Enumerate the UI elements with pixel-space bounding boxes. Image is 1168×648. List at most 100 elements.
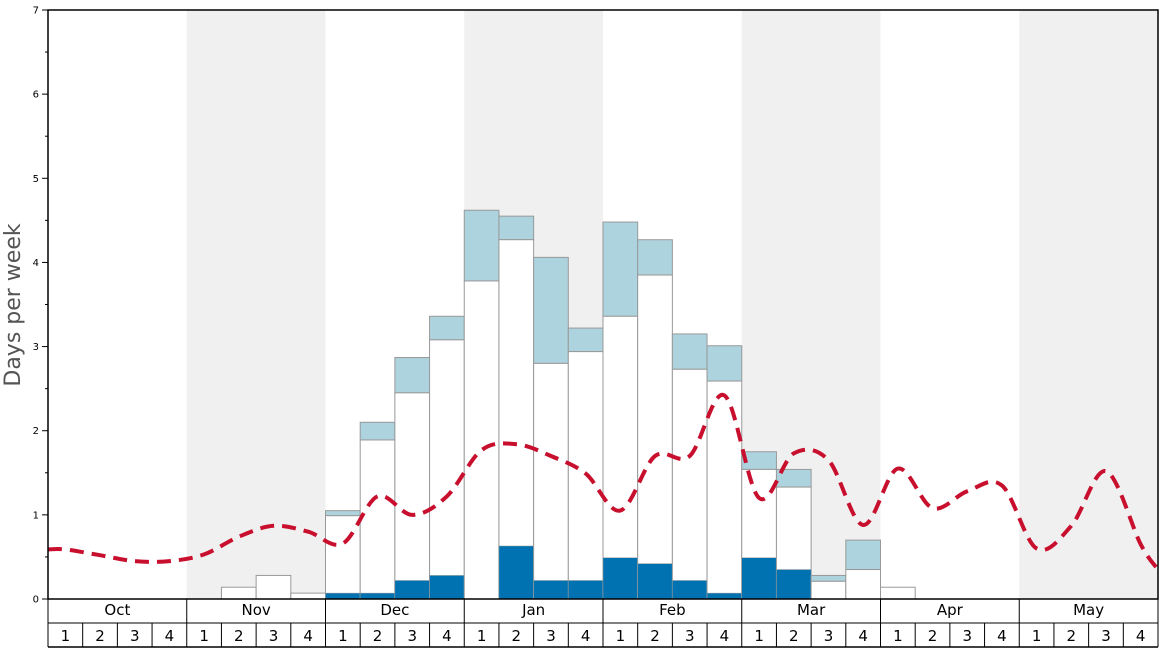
bar-dark-blue bbox=[741, 557, 777, 600]
line-layer bbox=[47, 393, 1160, 571]
bar-light-blue bbox=[845, 539, 881, 571]
month-label: Nov bbox=[241, 601, 270, 619]
week-label: 4 bbox=[303, 627, 313, 645]
bar-light-blue bbox=[394, 357, 431, 394]
bar-white bbox=[429, 339, 465, 600]
bar-white bbox=[498, 239, 535, 600]
week-label: 2 bbox=[789, 627, 799, 645]
bar-white bbox=[463, 280, 500, 600]
bar-light-blue bbox=[602, 221, 639, 317]
y-tick-label: 0 bbox=[33, 595, 39, 606]
bar-light-blue bbox=[359, 421, 396, 441]
bar-dark-blue bbox=[706, 592, 742, 600]
week-label: 3 bbox=[685, 627, 695, 645]
week-label: 3 bbox=[130, 627, 140, 645]
bar-dark-blue bbox=[568, 580, 604, 600]
y-tick-label: 3 bbox=[33, 342, 39, 353]
bar-light-blue bbox=[706, 345, 743, 382]
week-label: 4 bbox=[1136, 627, 1146, 645]
month-shade-band bbox=[186, 10, 326, 599]
y-axis-label: Days per week bbox=[1, 223, 26, 386]
bar-white bbox=[220, 586, 257, 600]
week-label: 2 bbox=[650, 627, 660, 645]
bar-white bbox=[290, 592, 326, 600]
x-axis-months: Oct Nov Dec Jan Feb Mar Apr May bbox=[47, 599, 1159, 624]
week-label: 4 bbox=[997, 627, 1007, 645]
y-tick-label: 7 bbox=[33, 6, 39, 17]
bar-light-blue bbox=[498, 215, 535, 241]
week-label: 3 bbox=[407, 627, 417, 645]
bar-white bbox=[533, 362, 569, 600]
bar-white bbox=[845, 569, 881, 600]
bar-dark-blue bbox=[637, 563, 673, 600]
week-label: 3 bbox=[1101, 627, 1111, 645]
month-label: May bbox=[1073, 601, 1104, 619]
bar-white bbox=[325, 515, 361, 600]
bar-light-blue bbox=[637, 239, 673, 276]
bar-dark-blue bbox=[498, 545, 534, 600]
month-label: Jan bbox=[521, 601, 545, 619]
bar-white bbox=[706, 380, 743, 600]
bar-dark-blue bbox=[602, 557, 638, 600]
week-label: 2 bbox=[512, 627, 522, 645]
bar-white bbox=[880, 586, 916, 600]
week-label: 2 bbox=[1067, 627, 1077, 645]
week-label: 4 bbox=[581, 627, 591, 645]
week-label: 1 bbox=[199, 627, 209, 645]
bar-white bbox=[359, 439, 396, 600]
month-label: Mar bbox=[797, 601, 826, 619]
bar-light-blue bbox=[429, 315, 465, 341]
average-line bbox=[47, 393, 1160, 571]
week-label: 3 bbox=[269, 627, 279, 645]
bar-light-blue bbox=[325, 510, 361, 517]
x-axis-weeks: 1 2 3 4 1 2 3 4 1 2 3 4 1 2 3 4 1 2 3 4 1 2 3 4 1 2 3 4 1 2 3 4 bbox=[47, 623, 1159, 648]
week-label: 3 bbox=[824, 627, 834, 645]
month-label: Oct bbox=[104, 601, 130, 619]
bar-white bbox=[810, 580, 847, 600]
month-shade-band bbox=[1019, 10, 1158, 599]
y-tick-label: 2 bbox=[33, 426, 39, 437]
bar-white bbox=[671, 368, 708, 600]
week-label: 1 bbox=[1032, 627, 1042, 645]
week-label: 4 bbox=[858, 627, 868, 645]
y-tick-label: 5 bbox=[33, 174, 39, 185]
month-label: Dec bbox=[380, 601, 409, 619]
week-label: 2 bbox=[373, 627, 383, 645]
week-label: 2 bbox=[95, 627, 105, 645]
bar-dark-blue bbox=[776, 569, 812, 600]
bar-dark-blue bbox=[429, 575, 465, 600]
month-label: Feb bbox=[659, 601, 686, 619]
week-label: 2 bbox=[234, 627, 244, 645]
bar-light-blue bbox=[810, 574, 847, 582]
bar-light-blue bbox=[463, 209, 500, 282]
bar-white bbox=[602, 315, 639, 600]
week-label: 4 bbox=[165, 627, 175, 645]
y-tick-label: 1 bbox=[33, 510, 39, 521]
y-tick-label: 4 bbox=[33, 258, 39, 269]
week-label: 3 bbox=[962, 627, 972, 645]
week-label: 1 bbox=[893, 627, 903, 645]
week-label: 2 bbox=[928, 627, 938, 645]
week-label: 1 bbox=[754, 627, 764, 645]
week-label: 1 bbox=[477, 627, 487, 645]
week-label: 4 bbox=[720, 627, 730, 645]
y-tick-label: 6 bbox=[33, 90, 39, 101]
bar-dark-blue bbox=[359, 592, 396, 600]
week-label: 3 bbox=[546, 627, 556, 645]
bar-dark-blue bbox=[533, 580, 569, 600]
week-label: 4 bbox=[442, 627, 452, 645]
bar-light-blue bbox=[567, 327, 604, 353]
bar-dark-blue bbox=[394, 580, 430, 600]
week-label: 1 bbox=[338, 627, 348, 645]
bar-dark-blue bbox=[672, 580, 708, 600]
bar-light-blue bbox=[671, 333, 708, 370]
week-label: 1 bbox=[61, 627, 71, 645]
bar-white bbox=[255, 574, 292, 600]
week-label: 1 bbox=[616, 627, 626, 645]
bar-white bbox=[637, 274, 673, 600]
bar-light-blue bbox=[533, 256, 569, 364]
bar-dark-blue bbox=[325, 592, 361, 600]
bar-white bbox=[394, 392, 431, 600]
month-label: Apr bbox=[937, 601, 964, 619]
